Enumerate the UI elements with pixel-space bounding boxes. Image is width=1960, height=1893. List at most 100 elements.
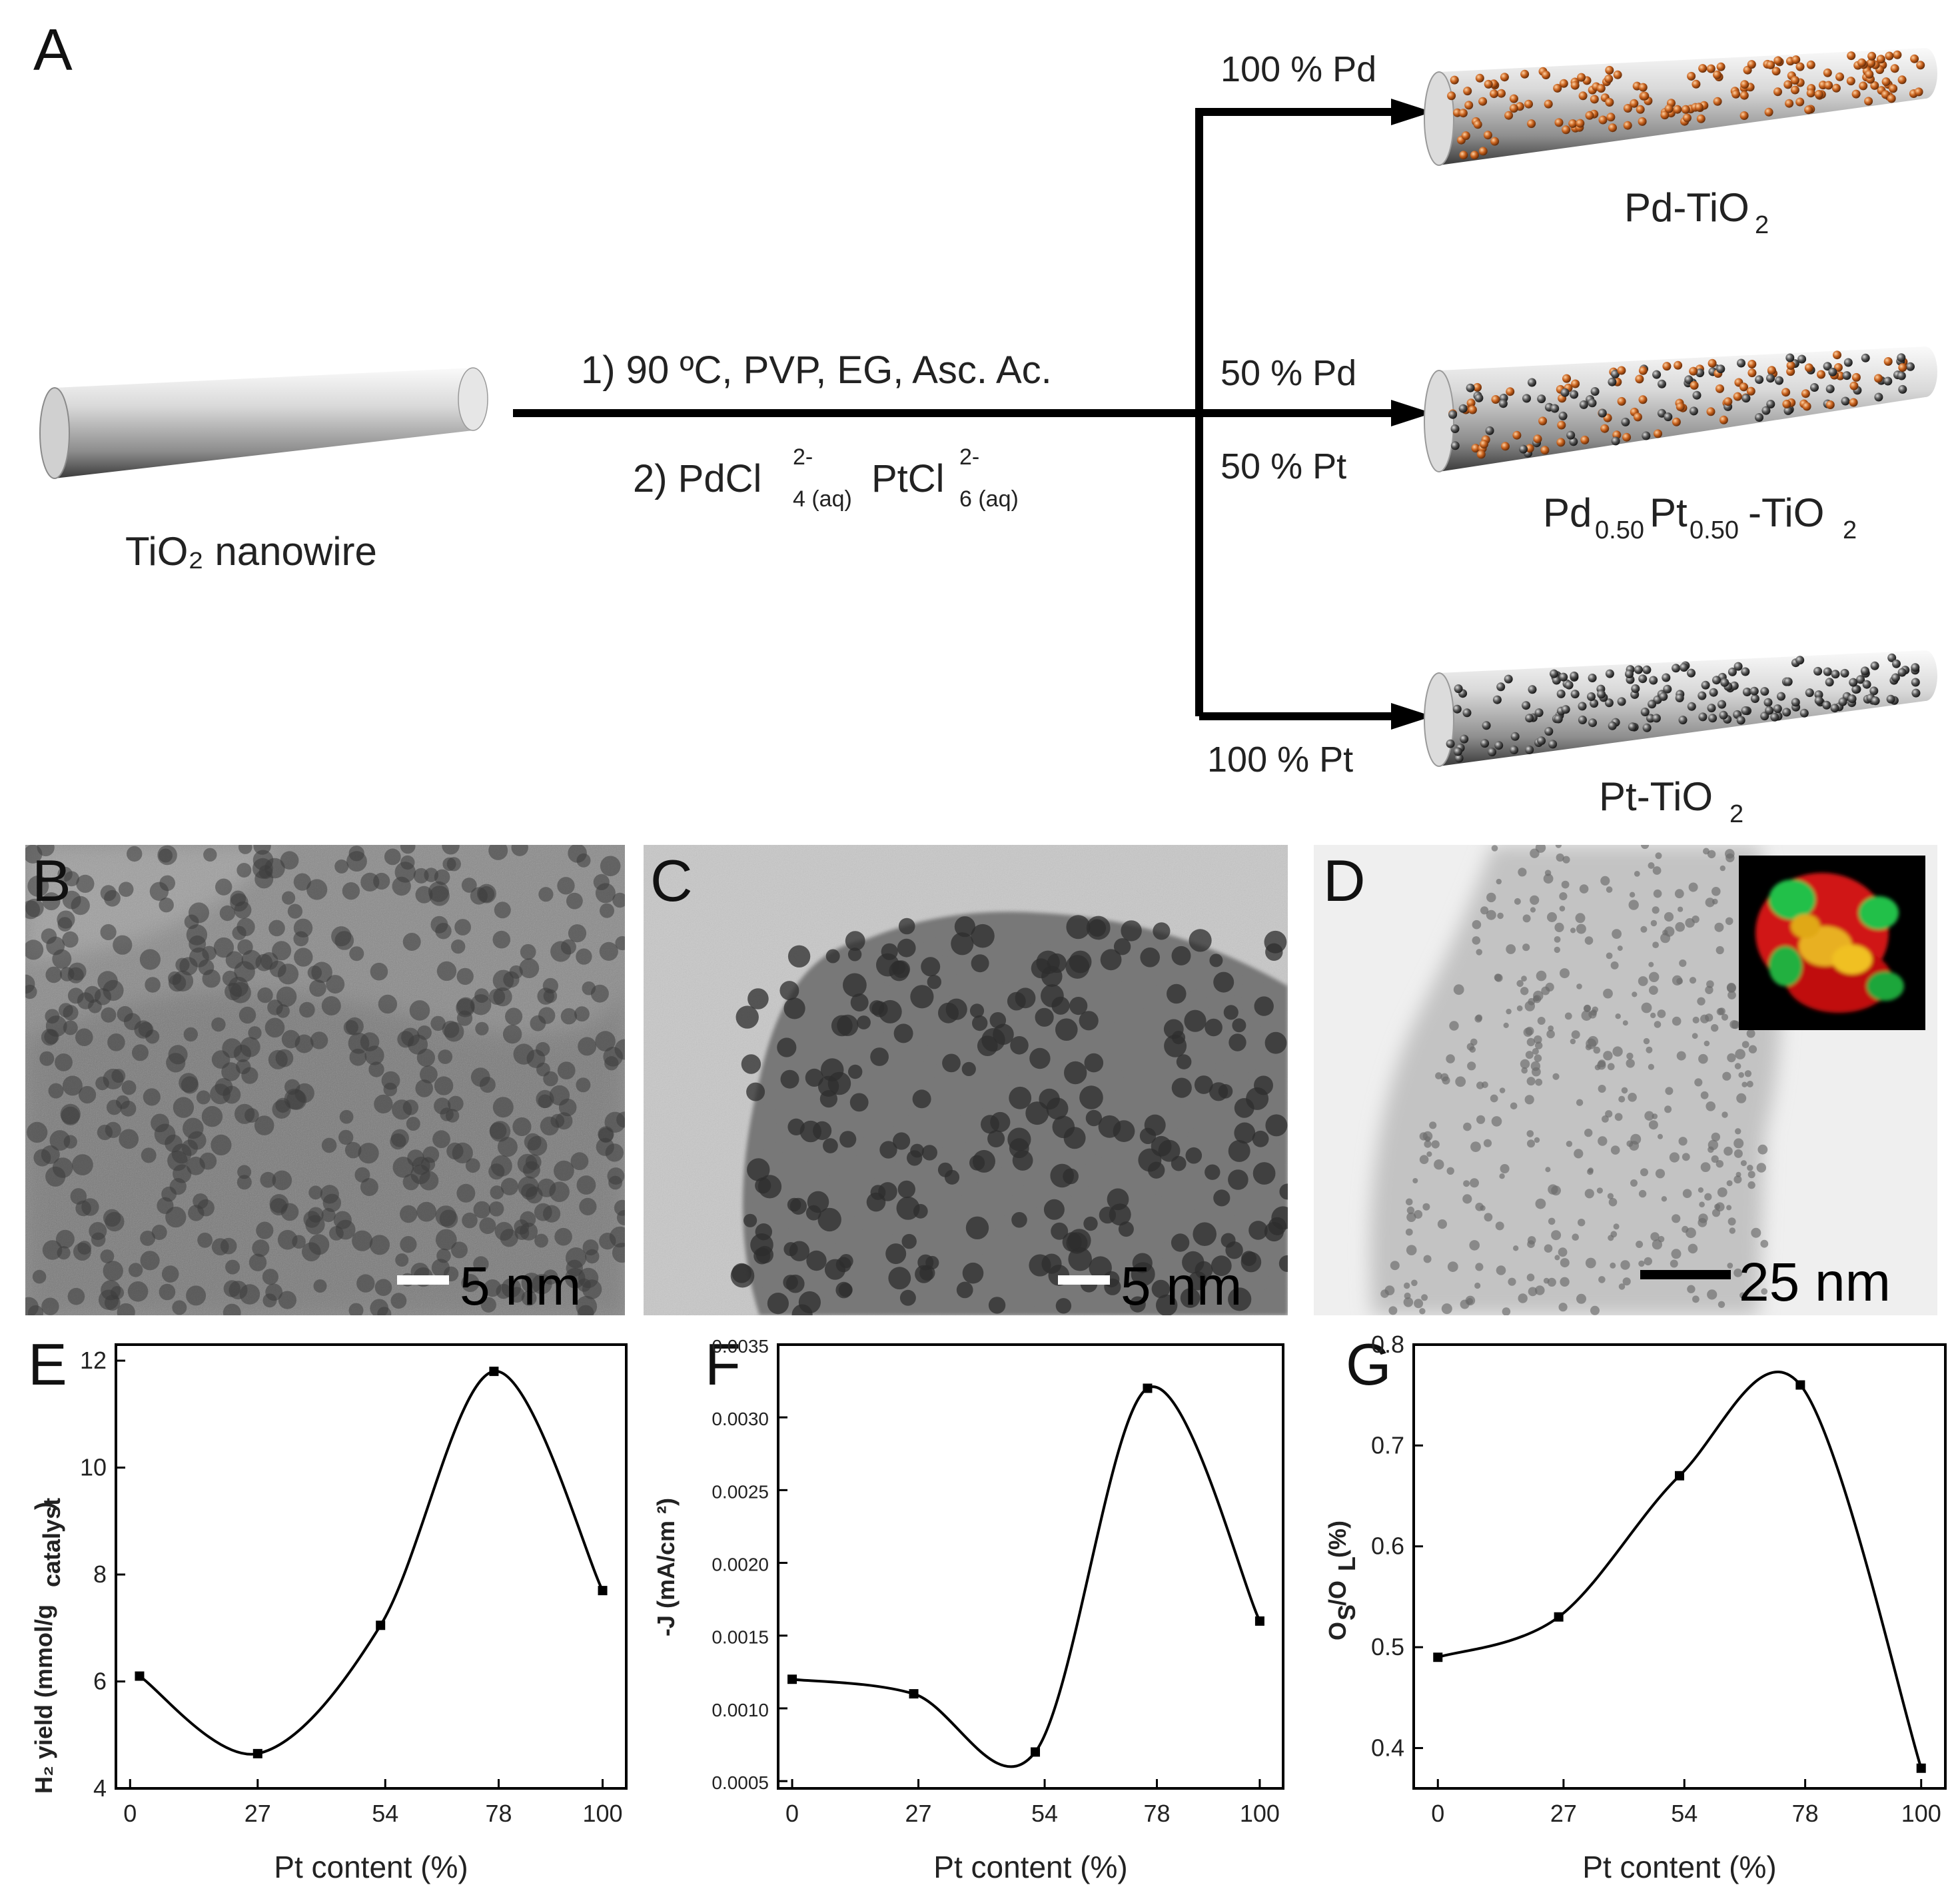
particle [225,951,244,969]
particle [1232,1018,1246,1033]
nanoparticle [1608,721,1617,730]
y-axis-label: O S /O L (%) [1324,1521,1360,1640]
particle [248,1026,262,1040]
particle [1556,853,1564,862]
particle [1746,1081,1753,1087]
nanoparticle [1830,704,1839,713]
particle [1163,1019,1184,1039]
particle [1043,1199,1065,1220]
reaction-arrows [513,108,1392,720]
nanoparticle [1713,70,1721,79]
nanoparticle [1883,376,1893,386]
particle [1085,1109,1103,1127]
particle [1520,987,1529,995]
particle [1480,906,1489,915]
nanoparticle [1554,714,1563,724]
particle [937,1162,953,1177]
particle [390,1293,407,1309]
nanoparticle [1682,113,1692,123]
particle [603,1047,623,1067]
particle [1234,1122,1256,1144]
particle [27,876,49,897]
particle [1469,1240,1480,1251]
particle [1649,971,1660,983]
particle [215,878,233,896]
particle [435,1229,457,1251]
particle [1449,1021,1459,1031]
particle [927,975,942,989]
nanoparticle [1654,429,1662,438]
nanoparticle [1580,435,1590,444]
particle [343,1019,358,1035]
nanoparticle [1604,74,1614,83]
fit-curve [139,1370,604,1756]
particle [1700,1162,1711,1172]
particle [1180,1288,1201,1308]
particle [615,936,625,951]
particle [1508,1277,1516,1286]
y-tick-label: 0.6 [1371,1533,1404,1560]
particle [1063,1127,1086,1149]
svg-text:6 (aq): 6 (aq) [959,486,1019,512]
particle [145,977,161,993]
nanoparticle [1544,99,1553,109]
particle [1406,1198,1413,1206]
nanoparticle [1870,661,1879,670]
nanoparticle [1649,676,1658,685]
plot-area [1412,1343,1947,1790]
particle [1689,977,1697,984]
nanoparticle [1841,396,1850,406]
nanoparticle [1617,697,1626,706]
nanoparticle [1771,67,1781,76]
particle [925,1255,939,1270]
nanoparticle [1864,97,1873,106]
nanoparticle [1889,84,1898,93]
nanoparticle [1548,740,1558,749]
nanoparticle [1706,407,1715,416]
particle [452,1142,473,1163]
particle [1751,1227,1761,1238]
particle [1524,1001,1535,1011]
particle [140,1230,156,1246]
particle [1687,1285,1696,1293]
particle [1502,1307,1511,1315]
particle [1544,870,1552,876]
particle [172,970,194,992]
particle [103,1261,123,1281]
particle [1727,1263,1733,1269]
particle [141,1147,157,1163]
particle [413,868,429,884]
particle [1453,984,1464,995]
particle [1544,1244,1553,1253]
particle [1526,1130,1534,1137]
particle [1530,895,1540,905]
particle [1682,1153,1690,1161]
nanoparticle [1736,716,1745,725]
particle [857,1015,871,1029]
particle [41,1145,60,1164]
particle [1543,874,1554,884]
particle [1726,1205,1732,1211]
step-1-label: 1) 90 ºC, PVP, EG, Asc. Ac. [581,348,1052,392]
nanoparticle [1576,119,1585,128]
particle [1423,1255,1432,1263]
particle [1079,1011,1099,1031]
particle [1205,1018,1223,1037]
particle [419,1171,439,1191]
particle [451,939,466,954]
particle [1628,900,1639,910]
particle [431,1259,450,1277]
nanoparticle [1600,424,1610,433]
particle [1721,1111,1728,1118]
nanoparticle [1578,716,1587,724]
nanoparticle [1559,672,1568,682]
particle [789,1241,810,1261]
particle [746,1082,765,1101]
particle [1475,1263,1484,1271]
particle [965,1216,989,1240]
nanoparticle [1870,81,1879,90]
particle [1547,912,1557,922]
particle [157,845,177,866]
particle [549,1181,570,1202]
particle [1516,1005,1523,1011]
